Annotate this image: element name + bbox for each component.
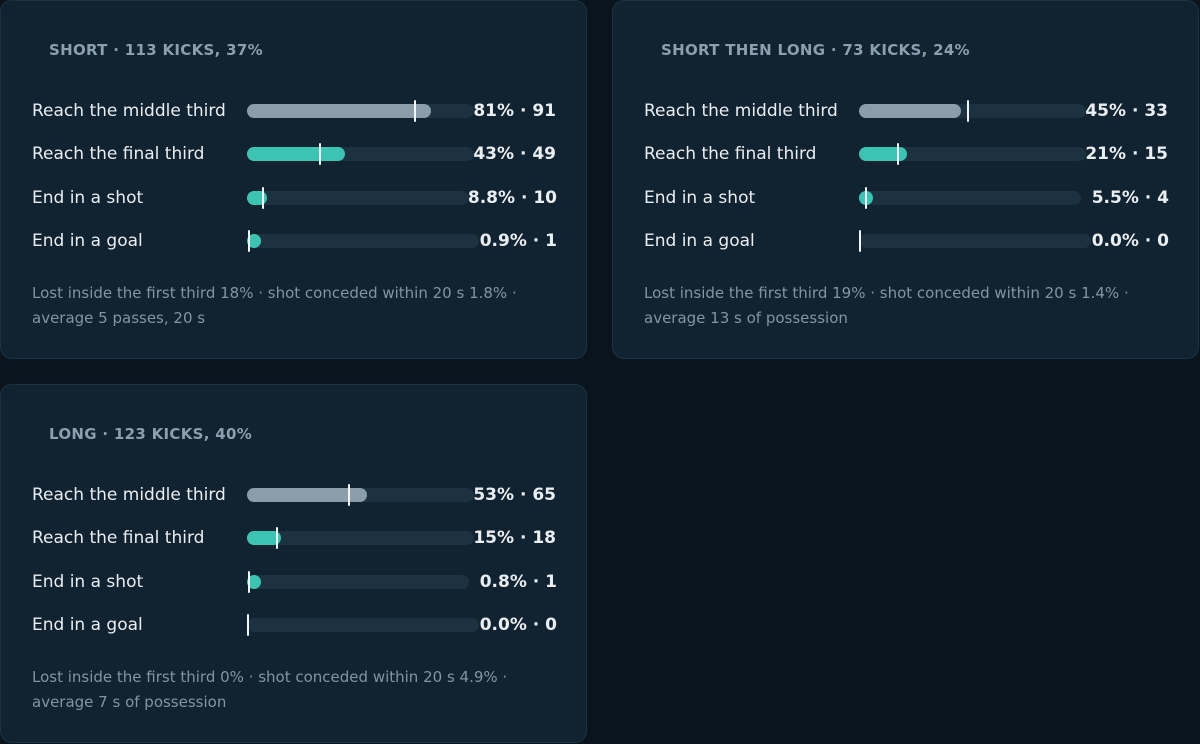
bar-track-end-in-goal bbox=[247, 230, 479, 252]
bar-track-reach-final-third bbox=[247, 143, 474, 165]
metric-value-end-in-goal: 0.0% · 0 bbox=[479, 615, 557, 635]
metric-label-end-in-goal: End in a goal bbox=[32, 231, 143, 251]
metric-value-reach-final-third: 15% · 18 bbox=[473, 528, 556, 548]
metric-value-reach-final-third: 43% · 49 bbox=[473, 144, 556, 164]
benchmark-marker-end-in-shot bbox=[864, 187, 867, 209]
card-footnote: Lost inside the first third 0% · shot co… bbox=[32, 668, 508, 711]
benchmark-marker-reach-middle-third bbox=[966, 100, 969, 122]
card-title: SHORT THEN LONG · 73 KICKS, 24% bbox=[661, 41, 970, 59]
metric-label-reach-middle-third: Reach the middle third bbox=[32, 485, 226, 505]
benchmark-marker-reach-final-third bbox=[318, 143, 321, 165]
metric-value-end-in-goal: 0.9% · 1 bbox=[479, 231, 557, 251]
card-title: SHORT · 113 KICKS, 37% bbox=[49, 41, 263, 59]
metric-label-end-in-goal: End in a goal bbox=[644, 231, 755, 251]
card-footnote: Lost inside the first third 19% · shot c… bbox=[644, 284, 1129, 327]
bar-fill-reach-final-third bbox=[247, 531, 282, 545]
metric-value-end-in-shot: 0.8% · 1 bbox=[479, 572, 557, 592]
metric-value-reach-middle-third: 81% · 91 bbox=[473, 101, 556, 121]
bar-track-end-in-shot bbox=[247, 571, 469, 593]
benchmark-marker-reach-final-third bbox=[896, 143, 899, 165]
metric-value-end-in-shot: 5.5% · 4 bbox=[1091, 188, 1169, 208]
benchmark-marker-end-in-shot bbox=[261, 187, 264, 209]
card-short: SHORT · 113 KICKS, 37% Reach the middle t… bbox=[0, 0, 587, 359]
benchmark-marker-reach-final-third bbox=[275, 527, 278, 549]
metric-value-end-in-goal: 0.0% · 0 bbox=[1091, 231, 1169, 251]
bar-fill-end-in-shot bbox=[247, 575, 261, 589]
metric-label-reach-middle-third: Reach the middle third bbox=[644, 101, 838, 121]
metric-value-end-in-shot: 8.8% · 10 bbox=[467, 188, 557, 208]
benchmark-marker-end-in-shot bbox=[248, 571, 251, 593]
bar-fill-reach-middle-third bbox=[247, 104, 431, 118]
benchmark-marker-reach-middle-third bbox=[348, 484, 351, 506]
bar-fill-reach-final-third bbox=[247, 147, 345, 161]
bar-track-end-in-goal bbox=[859, 230, 1091, 252]
bar-track-reach-middle-third bbox=[247, 484, 474, 506]
metric-value-reach-final-third: 21% · 15 bbox=[1085, 144, 1168, 164]
metric-label-reach-final-third: Reach the final third bbox=[644, 144, 817, 164]
bar-track-reach-middle-third bbox=[859, 100, 1086, 122]
bar-track-reach-middle-third bbox=[247, 100, 474, 122]
card-title: LONG · 123 KICKS, 40% bbox=[49, 425, 253, 443]
bar-fill-end-in-shot bbox=[247, 191, 267, 205]
card-footnote: Lost inside the first third 18% · shot c… bbox=[32, 284, 517, 327]
bar-track-reach-final-third bbox=[859, 143, 1086, 165]
card-short-then-long: SHORT THEN LONG · 73 KICKS, 24% Reach the… bbox=[612, 0, 1199, 359]
benchmark-marker-reach-middle-third bbox=[413, 100, 416, 122]
benchmark-marker-end-in-goal bbox=[859, 230, 861, 252]
metric-label-end-in-shot: End in a shot bbox=[32, 188, 144, 208]
bar-fill-reach-final-third bbox=[859, 147, 907, 161]
card-long: LONG · 123 KICKS, 40% Reach the middle th… bbox=[0, 384, 587, 743]
metric-label-end-in-goal: End in a goal bbox=[32, 615, 143, 635]
benchmark-marker-end-in-goal bbox=[248, 230, 251, 252]
bar-fill-reach-middle-third bbox=[247, 488, 368, 502]
bar-fill-reach-middle-third bbox=[859, 104, 962, 118]
bar-track-end-in-shot bbox=[859, 187, 1081, 209]
metric-label-reach-final-third: Reach the final third bbox=[32, 528, 205, 548]
bar-track-reach-final-third bbox=[247, 527, 474, 549]
bar-track-end-in-goal bbox=[247, 614, 479, 636]
metric-value-reach-middle-third: 45% · 33 bbox=[1085, 101, 1168, 121]
metric-value-reach-middle-third: 53% · 65 bbox=[473, 485, 556, 505]
metric-label-end-in-shot: End in a shot bbox=[644, 188, 756, 208]
bar-track-end-in-shot bbox=[247, 187, 469, 209]
bar-fill-end-in-goal bbox=[247, 234, 261, 248]
metric-label-reach-final-third: Reach the final third bbox=[32, 144, 205, 164]
metric-label-reach-middle-third: Reach the middle third bbox=[32, 101, 226, 121]
benchmark-marker-end-in-goal bbox=[247, 614, 249, 636]
metric-label-end-in-shot: End in a shot bbox=[32, 572, 144, 592]
